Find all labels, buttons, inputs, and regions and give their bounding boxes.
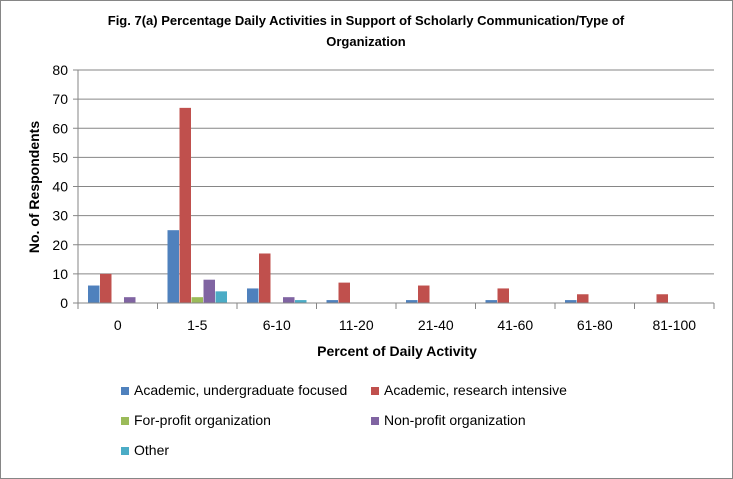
bar xyxy=(215,291,227,303)
x-tick-label: 11-20 xyxy=(339,317,374,333)
bar xyxy=(656,294,668,303)
chart-title-line-2: Organization xyxy=(326,34,406,49)
bar xyxy=(259,253,271,303)
bar xyxy=(577,294,589,303)
y-tick-label: 40 xyxy=(52,179,68,195)
bar xyxy=(406,300,418,303)
legend-label: Academic, research intensive xyxy=(384,382,567,398)
legend-swatch xyxy=(121,447,129,455)
x-tick-label: 41-60 xyxy=(497,317,533,333)
x-tick-label: 0 xyxy=(114,317,122,333)
bar xyxy=(418,285,430,303)
x-axis-title: Percent of Daily Activity xyxy=(317,343,477,359)
x-tick-label: 61-80 xyxy=(577,317,613,333)
legend-swatch xyxy=(121,417,129,425)
y-tick-label: 0 xyxy=(60,295,68,311)
bar xyxy=(497,288,509,303)
bar xyxy=(565,300,577,303)
legend-label: Academic, undergraduate focused xyxy=(134,382,347,398)
y-axis-title: No. of Respondents xyxy=(26,121,42,253)
legend-label: Non-profit organization xyxy=(384,412,526,428)
legend-swatch xyxy=(371,387,379,395)
x-tick-label: 6-10 xyxy=(263,317,291,333)
legend-swatch xyxy=(121,387,129,395)
y-tick-label: 10 xyxy=(52,266,68,282)
x-tick-labels: 0 1-5 6-10 11-20 21-40 41-60 61-80 81-100 xyxy=(114,317,696,333)
bars xyxy=(88,107,668,303)
x-tick-label: 81-100 xyxy=(652,317,696,333)
bar xyxy=(338,282,350,303)
bar xyxy=(203,279,215,303)
bar xyxy=(88,285,100,303)
axes xyxy=(73,69,715,309)
legend-label: Other xyxy=(134,442,169,458)
bar xyxy=(100,273,112,303)
y-tick-label: 20 xyxy=(52,237,68,253)
bar xyxy=(485,300,497,303)
bar xyxy=(295,300,307,303)
bar xyxy=(283,297,295,303)
x-tick-label: 1-5 xyxy=(187,317,207,333)
x-tick-label: 21-40 xyxy=(418,317,454,333)
bar xyxy=(167,230,179,303)
legend: Academic, undergraduate focused Academic,… xyxy=(121,382,567,458)
chart-title: Fig. 7(a) Percentage Daily Activities in… xyxy=(108,13,625,49)
y-tick-label: 60 xyxy=(52,120,68,136)
y-tick-labels: 0 10 20 30 40 50 60 70 80 xyxy=(52,62,68,311)
chart-title-line-1: Fig. 7(a) Percentage Daily Activities in… xyxy=(108,13,625,28)
y-tick-label: 50 xyxy=(52,149,68,165)
y-tick-label: 30 xyxy=(52,208,68,224)
legend-label: For-profit organization xyxy=(134,412,271,428)
legend-swatch xyxy=(371,417,379,425)
y-tick-label: 80 xyxy=(52,62,68,78)
bar xyxy=(326,300,338,303)
bar xyxy=(179,107,191,303)
bar xyxy=(124,297,136,303)
y-tick-label: 70 xyxy=(52,91,68,107)
bar xyxy=(191,297,203,303)
bar xyxy=(247,288,259,303)
